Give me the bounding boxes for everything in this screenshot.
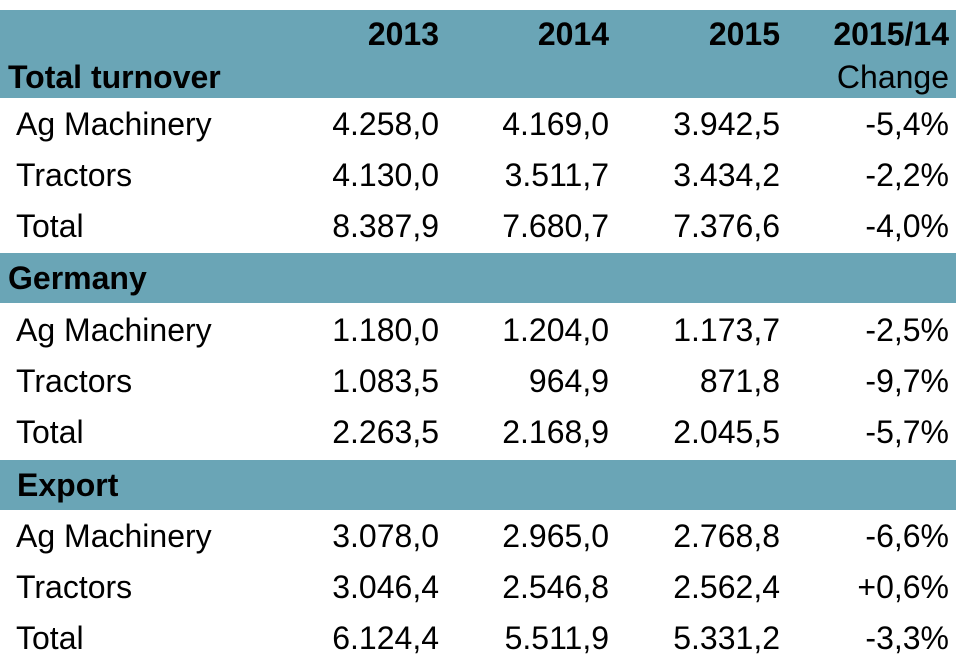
cell-total-turnover-total-2015: 7.376,6 (673, 208, 780, 244)
cell-germany-ag-machinery-2015: 1.173,7 (673, 312, 780, 348)
column-header-2015-14: 2015/14 (833, 16, 949, 52)
cell-germany-total-2013: 2.263,5 (332, 414, 439, 450)
cell-export-total-2013: 6.124,4 (332, 620, 439, 656)
cell-total-turnover-tractors-2014: 3.511,7 (504, 157, 609, 193)
section-title-export: Export (17, 467, 119, 503)
cell-germany-tractors-change: -9,7% (865, 363, 949, 399)
column-header-2013: 2013 (367, 16, 439, 52)
cell-total-turnover-tractors-change: -2,2% (865, 157, 949, 193)
cell-export-total-2014: 5.511,9 (504, 620, 609, 656)
cell-germany-tractors-2013: 1.083,5 (332, 363, 439, 399)
section-band-germany (0, 253, 956, 303)
cell-export-tractors-change: +0,6% (857, 569, 949, 605)
header-band (0, 10, 956, 98)
cell-germany-total-2014: 2.168,9 (502, 414, 609, 450)
cell-export-tractors-2014: 2.546,8 (502, 569, 609, 605)
cell-germany-ag-machinery-2014: 1.204,0 (502, 312, 609, 348)
cell-germany-ag-machinery-change: -2,5% (865, 312, 949, 348)
cell-export-ag-machinery-2015: 2.768,8 (673, 518, 780, 554)
cell-export-tractors-2013: 3.046,4 (332, 569, 439, 605)
cell-export-ag-machinery-2014: 2.965,0 (502, 518, 609, 554)
column-subheader-change: Change (836, 59, 949, 95)
cell-export-ag-machinery-2013: 3.078,0 (332, 518, 439, 554)
cell-total-turnover-ag-machinery-change: -5,4% (865, 106, 949, 142)
row-label-export-ag-machinery: Ag Machinery (16, 518, 212, 554)
cell-total-turnover-ag-machinery-2013: 4.258,0 (332, 106, 439, 142)
column-header-2015: 2015 (708, 16, 780, 52)
cell-total-turnover-ag-machinery-2014: 4.169,0 (502, 106, 609, 142)
cell-total-turnover-tractors-2013: 4.130,0 (332, 157, 439, 193)
cell-germany-total-2015: 2.045,5 (673, 414, 780, 450)
cell-total-turnover-tractors-2015: 3.434,2 (673, 157, 780, 193)
section-title-germany: Germany (8, 260, 147, 296)
cell-total-turnover-ag-machinery-2015: 3.942,5 (673, 106, 780, 142)
column-header-2014: 2014 (537, 16, 609, 52)
cell-germany-tractors-2014: 964,9 (528, 363, 609, 399)
section-title-total-turnover: Total turnover (8, 59, 221, 95)
cell-germany-tractors-2015: 871,8 (699, 363, 780, 399)
row-label-export-tractors: Tractors (16, 569, 133, 605)
cell-total-turnover-total-2013: 8.387,9 (332, 208, 439, 244)
cell-export-ag-machinery-change: -6,6% (865, 518, 949, 554)
cell-total-turnover-total-2014: 7.680,7 (502, 208, 609, 244)
row-label-germany-ag-machinery: Ag Machinery (16, 312, 212, 348)
row-label-total-turnover-tractors: Tractors (16, 157, 133, 193)
row-label-export-total: Total (16, 620, 84, 656)
cell-export-total-change: -3,3% (865, 620, 949, 656)
cell-germany-ag-machinery-2013: 1.180,0 (332, 312, 439, 348)
row-label-germany-tractors: Tractors (16, 363, 133, 399)
row-label-germany-total: Total (16, 414, 84, 450)
row-label-total-turnover-total: Total (16, 208, 84, 244)
section-band-export (0, 460, 956, 510)
row-label-total-turnover-ag-machinery: Ag Machinery (16, 106, 212, 142)
cell-total-turnover-total-change: -4,0% (865, 208, 949, 244)
cell-export-total-2015: 5.331,2 (673, 620, 780, 656)
cell-export-tractors-2015: 2.562,4 (673, 569, 780, 605)
cell-germany-total-change: -5,7% (865, 414, 949, 450)
